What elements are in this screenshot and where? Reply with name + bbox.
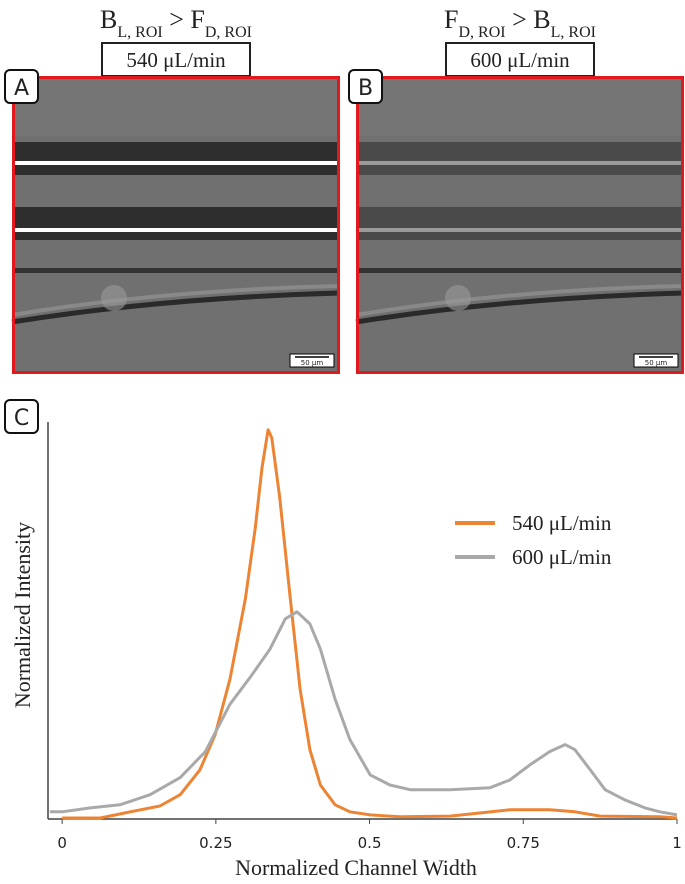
flow-label: 600 μL/min	[470, 48, 570, 72]
wall	[12, 268, 340, 273]
title-subscript: L, ROI	[551, 24, 596, 41]
scale-label: 50 μm	[301, 359, 324, 367]
x-tick-label: 0	[57, 834, 67, 852]
panel-label: A	[14, 76, 29, 101]
line-series	[49, 610, 678, 817]
curved-glow	[355, 284, 685, 317]
micrograph	[11, 76, 341, 374]
panel-label: B	[358, 76, 373, 101]
y-axis-label: Normalized Intensity	[10, 522, 35, 708]
panel-title: BL, ROI > FD, ROI	[100, 5, 252, 41]
particle	[445, 285, 471, 311]
x-tick-label: 0.25	[199, 834, 232, 852]
channel-line	[356, 161, 684, 165]
scale-label: 50 μm	[645, 359, 668, 367]
panel-label-box	[4, 69, 39, 104]
image-top	[12, 76, 340, 136]
title-part: > B	[506, 5, 551, 34]
image-border	[356, 76, 684, 374]
title-subscript: D, ROI	[205, 24, 252, 41]
line-series	[62, 428, 678, 820]
image-top	[356, 76, 684, 136]
channel-band	[12, 207, 340, 240]
panel-label-box	[4, 399, 39, 434]
x-tick-label: 0.75	[507, 834, 540, 852]
panel-title: FD, ROI > BL, ROI	[444, 5, 596, 41]
channel-line	[12, 161, 340, 165]
title-subscript: L, ROI	[117, 24, 162, 41]
channel-band	[12, 142, 340, 175]
image-border	[12, 76, 340, 374]
x-tick-label: 0.5	[358, 834, 382, 852]
title-part: B	[100, 5, 117, 34]
micrograph	[355, 76, 685, 374]
flow-box	[101, 42, 251, 77]
particle	[101, 285, 127, 311]
panel-label: C	[14, 406, 29, 431]
channel-line	[12, 228, 340, 232]
legend-label: 600 μL/min	[512, 545, 612, 569]
panel-label-box	[348, 69, 383, 104]
title-part: > F	[163, 5, 205, 34]
curved-glow	[11, 284, 341, 317]
x-tick-label: 1	[672, 834, 682, 852]
flow-label: 540 μL/min	[126, 48, 226, 72]
channel-line	[356, 228, 684, 232]
channel-band	[356, 142, 684, 175]
title-subscript: D, ROI	[459, 24, 506, 41]
channel-band	[356, 207, 684, 240]
curved-wall	[11, 290, 341, 325]
title-part: F	[444, 5, 458, 34]
wall	[356, 268, 684, 273]
legend-label: 540 μL/min	[512, 511, 612, 535]
curved-wall	[355, 290, 685, 325]
x-axis-label: Normalized Channel Width	[235, 855, 477, 880]
